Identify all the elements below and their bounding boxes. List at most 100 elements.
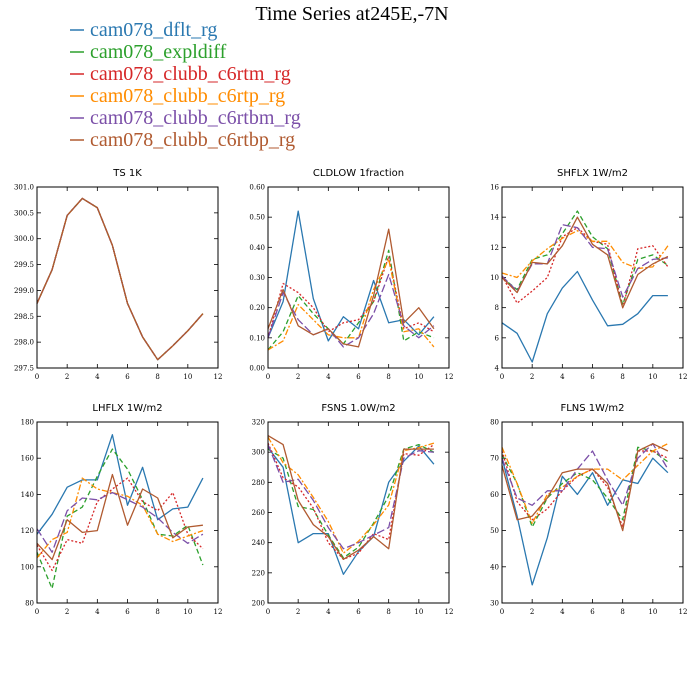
panels: TS 1K 0 2 4 6 8 10 12 297.5 298.0 298.5 299.0 299.5 3… [14,168,688,616]
series-line [36,473,203,561]
panel-title: SHFLX 1W/m2 [557,168,628,179]
chart-panel: SHFLX 1W/m2 0 2 4 6 8 10 12 4 6 8 10 12 14 16 [490,168,687,381]
x-tick-label: 12 [214,373,223,381]
y-tick-label: 30 [490,600,499,608]
series-line [36,197,204,361]
series-line [267,443,435,559]
panel-title: LHFLX 1W/m2 [92,403,162,414]
legend-label: cam078_clubb_c6rtbp_rg [90,129,295,151]
y-tick-label: 100 [21,563,34,571]
y-tick-label: 280 [252,479,265,487]
series-line [267,228,435,348]
series-line [267,445,435,575]
x-tick-label: 8 [155,608,159,616]
series-line [501,457,669,586]
y-tick-label: 120 [21,527,34,535]
x-tick-label: 10 [414,608,423,616]
series-line [267,249,435,351]
x-tick-label: 8 [386,373,390,381]
legend-label: cam078_clubb_c6rtp_rg [90,85,285,107]
y-tick-label: 14 [490,214,499,222]
series-line [36,477,204,572]
y-tick-label: 300.0 [14,235,34,243]
chart-panel: FSNS 1.0W/m2 0 2 4 6 8 10 12 200 220 240 260 280 300 3… [252,403,454,616]
y-tick-label: 6 [495,334,500,342]
series-line [36,197,204,361]
y-tick-label: 60 [490,491,499,499]
series-line [267,442,435,560]
series-line [267,436,435,554]
plot-frame [36,186,219,369]
series-line [36,197,204,361]
y-tick-label: 200 [252,600,265,608]
y-tick-label: 10 [490,274,499,282]
x-tick-label: 6 [125,608,130,616]
x-tick-label: 2 [65,608,69,616]
y-tick-label: 4 [495,365,500,373]
panel-title: TS 1K [112,168,142,179]
legend-label: cam078_dflt_rg [90,19,217,41]
legend-label: cam078_clubb_c6rtbm_rg [90,107,301,129]
y-tick-label: 299.0 [14,287,34,295]
series-line [267,435,434,560]
y-tick-label: 0.10 [249,334,265,342]
y-tick-label: 80 [490,419,499,427]
series-line [267,210,435,342]
y-tick-label: 0.60 [249,184,265,192]
x-tick-label: 0 [35,373,39,381]
x-tick-label: 2 [530,373,534,381]
series-line [501,230,669,279]
y-tick-label: 260 [252,509,265,517]
x-tick-label: 8 [386,608,390,616]
y-tick-label: 12 [490,244,499,252]
x-tick-label: 2 [296,373,300,381]
series-line [267,258,435,351]
x-tick-label: 6 [125,373,130,381]
chart-panel: FLNS 1W/m2 0 2 4 6 8 10 12 30 40 50 60 70 80 [490,403,687,616]
panel-title: CLDLOW 1fraction [313,168,404,179]
y-tick-label: 0.50 [249,214,265,222]
legend-item: cam078_clubb_c6rtp_rg [70,85,285,107]
x-tick-label: 10 [648,373,657,381]
series-line [36,477,204,559]
legend-item: cam078_dflt_rg [70,19,217,41]
x-tick-label: 4 [560,608,565,616]
series-line [36,197,204,361]
x-tick-label: 8 [620,373,624,381]
legend-label: cam078_expldiff [90,41,227,63]
plot-frame [501,421,684,604]
chart-panel: TS 1K 0 2 4 6 8 10 12 297.5 298.0 298.5 299.0 299.5 3… [14,168,223,381]
legend-item: cam078_expldiff [70,41,227,63]
y-tick-label: 220 [252,569,265,577]
x-tick-label: 10 [414,373,423,381]
series-line [501,443,669,532]
series-line [36,197,204,361]
x-tick-label: 0 [35,608,39,616]
plot-frame [267,186,450,369]
x-tick-label: 10 [183,373,192,381]
y-tick-label: 300 [252,449,265,457]
y-tick-label: 240 [252,539,265,547]
series-line [267,444,434,550]
y-tick-label: 297.5 [14,365,34,373]
y-tick-label: 0.00 [249,365,265,373]
x-tick-label: 2 [65,373,69,381]
x-tick-label: 0 [266,373,270,381]
y-tick-label: 50 [490,527,499,535]
series-line [501,270,668,363]
x-tick-label: 0 [500,373,504,381]
panel-title: FSNS 1.0W/m2 [321,403,395,414]
y-tick-label: 298.0 [14,339,34,347]
x-tick-label: 4 [95,608,100,616]
legend-item: cam078_clubb_c6rtbp_rg [70,129,295,151]
series-line [36,434,204,535]
legend-item: cam078_clubb_c6rtbm_rg [70,107,301,129]
x-tick-label: 6 [356,608,361,616]
series-line [267,255,435,338]
x-tick-label: 6 [590,373,595,381]
plot-frame [267,421,450,604]
x-tick-label: 4 [326,373,331,381]
x-tick-label: 8 [620,608,624,616]
x-tick-label: 2 [296,608,300,616]
